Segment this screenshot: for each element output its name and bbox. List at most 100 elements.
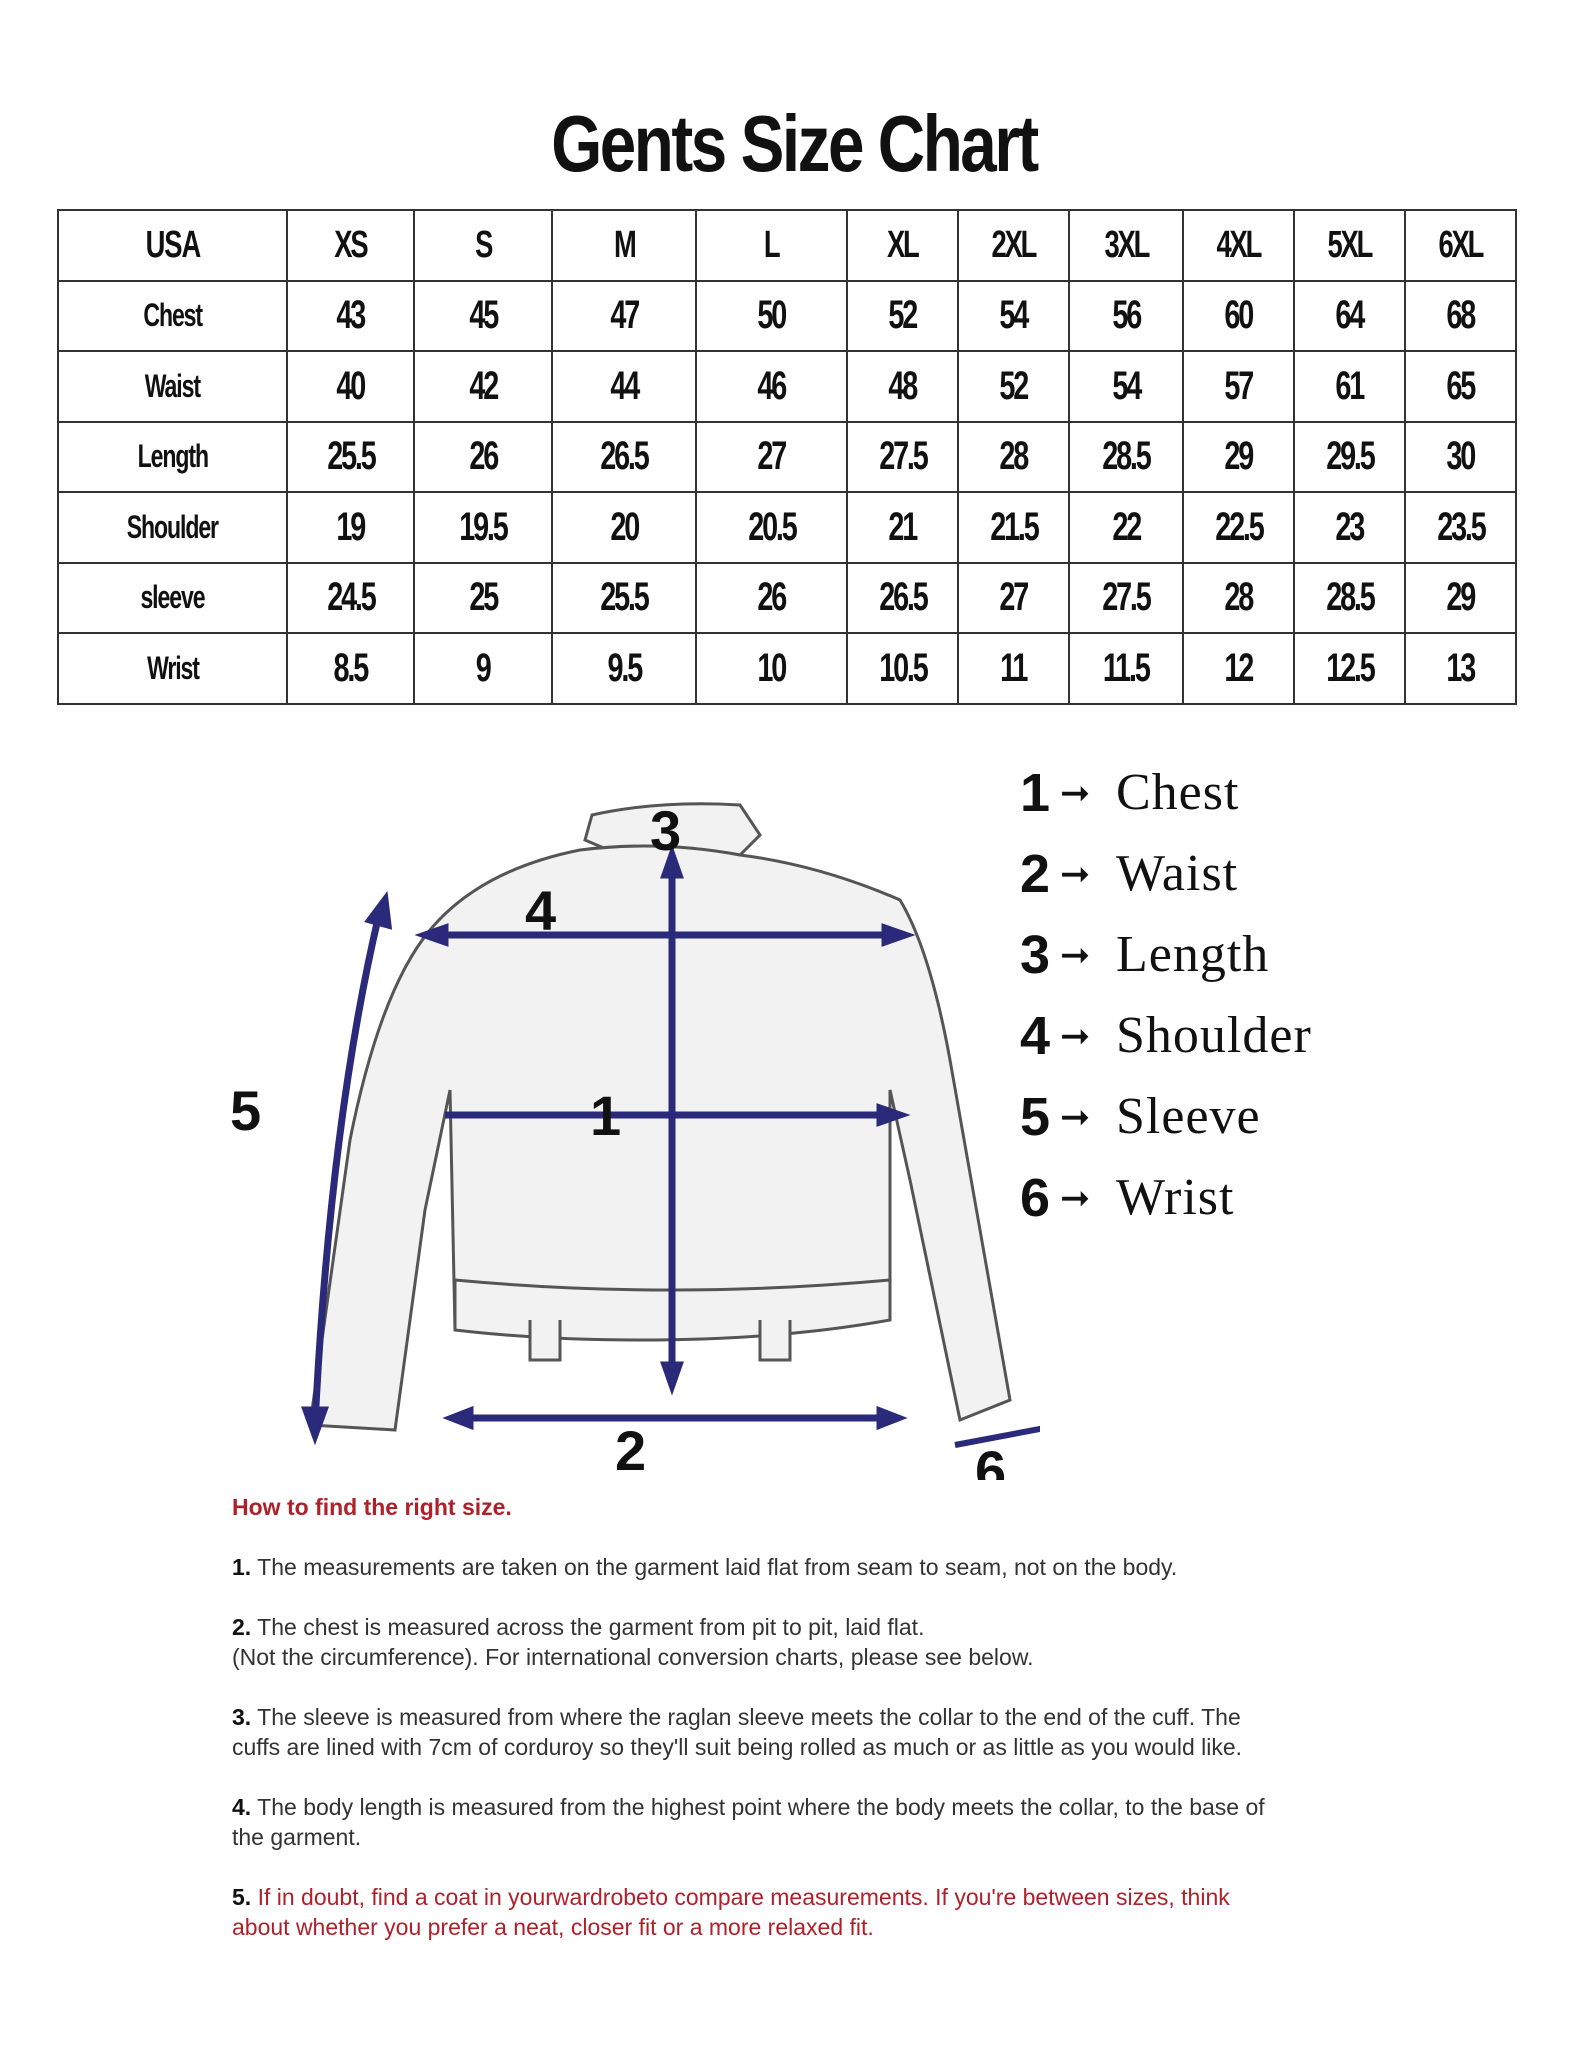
table-row: sleeve 24.5 25 25.5 26 26.5 27 27.5 28 28.5 29 [57,561,1517,634]
measurement-cell: 27 [957,561,1070,634]
measurement-cell: 68 [1404,279,1517,352]
measurement-cell: 26.5 [846,561,959,634]
measurement-cell: 60 [1182,279,1295,352]
measurement-cell: 42 [413,350,553,423]
size-chart-table: USA XS S M L XL 2XL 3XL 4XL 5XL 6XL Chest 43 45 47 50 52… [57,209,1517,705]
arrow-right-icon: ➞ [1060,933,1091,975]
measurement-cell: 12 [1182,632,1295,705]
header-region: USA [57,209,288,282]
note-5: 5. If in doubt, find a coat in yourwardr… [232,1884,1230,1940]
measurement-cell: 30 [1404,420,1517,493]
table-row: Length 25.5 26 26.5 27 27.5 28 28.5 29 29.5 30 [57,420,1517,493]
measurement-cell: 13 [1404,632,1517,705]
header-size: 5XL [1293,209,1406,282]
header-size: XL [846,209,959,282]
measurement-cell: 48 [846,350,959,423]
page-title: Gents Size Chart [551,99,1039,188]
row-label: Wrist [57,632,288,705]
marker-2: 2 [615,1419,646,1480]
measurement-cell: 52 [957,350,1070,423]
header-size: 4XL [1182,209,1295,282]
measurement-cell: 25.5 [286,420,415,493]
measurement-cell: 9.5 [551,632,697,705]
measurement-cell: 29.5 [1293,420,1406,493]
header-size: L [695,209,848,282]
measurement-cell: 28 [957,420,1070,493]
measurement-cell: 22 [1068,491,1184,564]
measurement-cell: 26.5 [551,420,697,493]
table-row: Chest 43 45 47 50 52 54 56 60 64 68 [57,279,1517,352]
table-row: Shoulder 19 19.5 20 20.5 21 21.5 22 22.5 23 23.5 [57,491,1517,564]
measurement-cell: 52 [846,279,959,352]
marker-3: 3 [650,799,681,862]
legend-item-shoulder: 4 ➞ Shoulder [1020,1005,1312,1066]
marker-5: 5 [230,1079,261,1142]
measurement-cell: 65 [1404,350,1517,423]
measurement-cell: 44 [551,350,697,423]
measurement-cell: 40 [286,350,415,423]
measurement-cell: 47 [551,279,697,352]
note-2: 2. The chest is measured across the garm… [232,1614,1034,1670]
measurement-cell: 10 [695,632,848,705]
measurement-cell: 19.5 [413,491,553,564]
legend-item-chest: 1 ➞ Chest [1020,762,1240,823]
jacket-outline [308,802,1012,1432]
measurement-cell: 29 [1404,561,1517,634]
legend-item-waist: 2 ➞ Waist [1020,843,1239,904]
measurement-cell: 26 [413,420,553,493]
row-label: Length [57,420,288,493]
header-size: S [413,209,553,282]
note-4: 4. The body length is measured from the … [232,1794,1265,1850]
measurement-cell: 64 [1293,279,1406,352]
legend-item-sleeve: 5 ➞ Sleeve [1020,1086,1261,1147]
header-size: M [551,209,697,282]
measurement-cell: 28 [1182,561,1295,634]
measurement-cell: 25 [413,561,553,634]
measurement-cell: 12.5 [1293,632,1406,705]
header-size: 3XL [1068,209,1184,282]
notes-heading: How to find the right size. [232,1494,512,1520]
measurement-cell: 54 [957,279,1070,352]
measurement-cell: 28.5 [1068,420,1184,493]
measurement-cell: 8.5 [286,632,415,705]
measurement-cell: 50 [695,279,848,352]
note-3: 3. The sleeve is measured from where the… [232,1704,1243,1760]
measurement-cell: 57 [1182,350,1295,423]
measurement-cell: 45 [413,279,553,352]
row-label: sleeve [57,561,288,634]
legend-item-wrist: 6 ➞ Wrist [1020,1167,1235,1228]
measurement-cell: 28.5 [1293,561,1406,634]
measurement-cell: 20 [551,491,697,564]
marker-6: 6 [975,1439,1006,1480]
sizing-notes: How to find the right size. 1. The measu… [232,1492,1292,1972]
measurement-cell: 29 [1182,420,1295,493]
measurement-cell: 9 [413,632,553,705]
note-1: 1. The measurements are taken on the gar… [232,1554,1178,1580]
jacket-diagram: 1 2 3 4 5 6 [230,799,1040,1480]
measurement-cell: 26 [695,561,848,634]
arrow-right-icon: ➞ [1060,852,1091,894]
measurement-cell: 24.5 [286,561,415,634]
measurement-cell: 23.5 [1404,491,1517,564]
measurement-arrows [301,844,1040,1448]
row-label: Waist [57,350,288,423]
table-row: Wrist 8.5 9 9.5 10 10.5 11 11.5 12 12.5 13 [57,632,1517,705]
header-size: 6XL [1404,209,1517,282]
arrow-right-icon: ➞ [1060,1095,1091,1137]
measurement-cell: 56 [1068,279,1184,352]
measurement-cell: 27 [695,420,848,493]
measurement-cell: 27.5 [846,420,959,493]
header-size: 2XL [957,209,1070,282]
measurement-cell: 27.5 [1068,561,1184,634]
measurement-cell: 11.5 [1068,632,1184,705]
measurement-cell: 21 [846,491,959,564]
measurement-cell: 23 [1293,491,1406,564]
row-label: Chest [57,279,288,352]
measurement-legend: 1 ➞ Chest 2 ➞ Waist 3 ➞ Length 4 ➞ Shoulder 5 ➞ Sl… [1020,752,1312,1238]
measurement-cell: 61 [1293,350,1406,423]
measurement-cell: 43 [286,279,415,352]
measurement-cell: 46 [695,350,848,423]
measurement-cell: 54 [1068,350,1184,423]
measurement-cell: 11 [957,632,1070,705]
table-header-row: USA XS S M L XL 2XL 3XL 4XL 5XL 6XL [57,209,1517,282]
